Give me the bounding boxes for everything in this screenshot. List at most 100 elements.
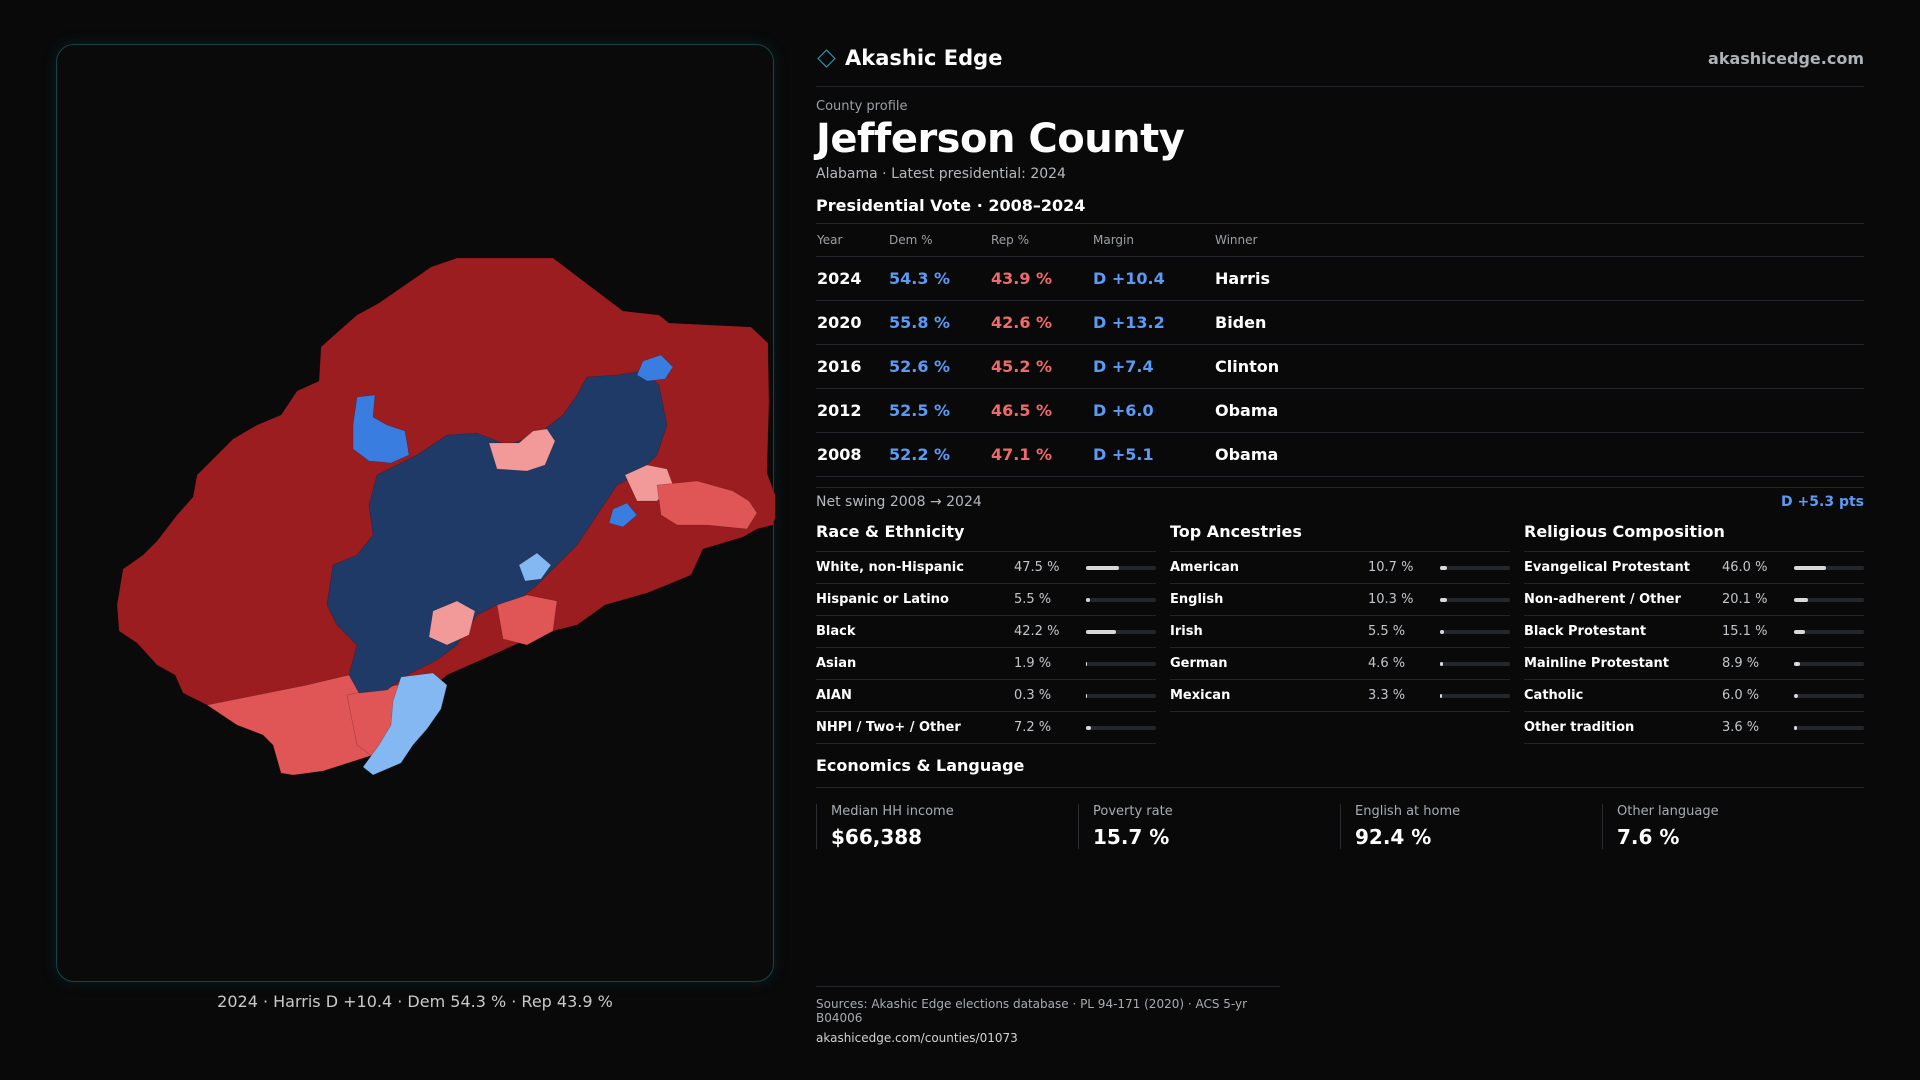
page-subtitle: Alabama · Latest presidential: 2024: [816, 166, 1066, 182]
row-dem: 54.3 %: [888, 256, 990, 301]
ancestry-bar-fill: [1440, 693, 1443, 698]
swing-value: D +5.3 pts: [1781, 494, 1864, 510]
table-row[interactable]: 2020 55.8 % 42.6 % D +13.2 Biden: [816, 300, 1864, 345]
religion-bar-fill: [1794, 597, 1809, 602]
economics-stats: Median HH income $66,388 Poverty rate 15…: [816, 804, 1864, 849]
list-item: White, non-Hispanic 47.5 %: [816, 552, 1156, 584]
row-margin: D +10.4: [1092, 256, 1214, 301]
brand[interactable]: Akashic Edge: [816, 46, 1002, 70]
race-label: Hispanic or Latino: [816, 592, 949, 607]
precinct-hoover-tilt-dem[interactable]: [362, 672, 448, 776]
religion-value: 15.1 %: [1722, 624, 1768, 639]
precinct-northwest-lean-dem[interactable]: [352, 394, 410, 464]
race-bar-fill: [1086, 565, 1120, 570]
row-rep: 42.6 %: [990, 300, 1092, 345]
table-row[interactable]: 2012 52.5 % 46.5 % D +6.0 Obama: [816, 388, 1864, 433]
precinct-northeast-lean-dem[interactable]: [636, 354, 674, 382]
row-margin: D +7.4: [1092, 344, 1214, 389]
list-item: Black Protestant 15.1 %: [1524, 616, 1864, 648]
race-label: Asian: [816, 656, 857, 671]
table-row[interactable]: 2024 54.3 % 43.9 % D +10.4 Harris: [816, 256, 1864, 301]
stat-median-income: Median HH income $66,388: [816, 804, 1078, 849]
religion-bar: [1794, 565, 1864, 570]
race-value: 7.2 %: [1014, 720, 1052, 735]
precinct-lean-rep-east[interactable]: [656, 480, 758, 530]
brand-row: Akashic Edge akashicedge.com: [816, 40, 1864, 87]
ancestry-bar: [1440, 565, 1510, 570]
religion-bar: [1794, 629, 1864, 634]
ancestry-value: 5.5 %: [1368, 624, 1406, 639]
precinct-metro-dem[interactable]: [326, 370, 668, 694]
ancestry-label: Irish: [1170, 624, 1203, 639]
ancestry-bar-fill: [1440, 565, 1448, 570]
stat-label: English at home: [1355, 804, 1461, 819]
ancestry-label: American: [1170, 560, 1240, 575]
col-winner: Winner: [1214, 224, 1864, 257]
table-row[interactable]: 2016 52.6 % 45.2 % D +7.4 Clinton: [816, 344, 1864, 389]
precinct-tilt-rep-north[interactable]: [488, 428, 556, 472]
precinct-tilt-dem-ne[interactable]: [608, 502, 638, 528]
precinct-tilt-dem-east[interactable]: [518, 552, 552, 582]
ancestry-value: 10.7 %: [1368, 560, 1414, 575]
ancestry-bar: [1440, 693, 1510, 698]
ancestry-value: 3.3 %: [1368, 688, 1406, 703]
swing-label: Net swing 2008 → 2024: [816, 494, 982, 510]
ancestry-value: 4.6 %: [1368, 656, 1406, 671]
religion-label: Evangelical Protestant: [1524, 560, 1690, 575]
religion-value: 3.6 %: [1722, 720, 1760, 735]
religion-bar: [1794, 693, 1864, 698]
ancestry-bar: [1440, 629, 1510, 634]
ancestry-heading: Top Ancestries: [1170, 522, 1510, 552]
religion-heading: Religious Composition: [1524, 522, 1864, 552]
ancestry-section: Top Ancestries American 10.7 % English 10.…: [1170, 522, 1510, 744]
race-heading: Race & Ethnicity: [816, 522, 1156, 552]
county-url-link[interactable]: akashicedge.com/counties/01073: [816, 1031, 1018, 1045]
county-precinct-map[interactable]: [57, 45, 775, 983]
race-label: AIAN: [816, 688, 852, 703]
brand-name: Akashic Edge: [845, 46, 1003, 70]
race-bar: [1086, 661, 1156, 666]
list-item: Black 42.2 %: [816, 616, 1156, 648]
page-title: Jefferson County: [816, 116, 1185, 162]
list-item: Evangelical Protestant 46.0 %: [1524, 552, 1864, 584]
religion-value: 8.9 %: [1722, 656, 1760, 671]
list-item: Catholic 6.0 %: [1524, 680, 1864, 712]
list-item: NHPI / Two+ / Other 7.2 %: [816, 712, 1156, 744]
net-swing: Net swing 2008 → 2024 D +5.3 pts: [816, 487, 1864, 510]
ancestry-label: English: [1170, 592, 1224, 607]
list-item: German 4.6 %: [1170, 648, 1510, 680]
row-winner: Biden: [1214, 300, 1864, 345]
col-dem: Dem %: [888, 224, 990, 257]
row-rep: 45.2 %: [990, 344, 1092, 389]
row-rep: 46.5 %: [990, 388, 1092, 433]
stat-poverty-rate: Poverty rate 15.7 %: [1078, 804, 1340, 849]
religion-label: Other tradition: [1524, 720, 1635, 735]
race-bar-fill: [1086, 693, 1088, 698]
race-label: Black: [816, 624, 856, 639]
race-value: 0.3 %: [1014, 688, 1052, 703]
religion-label: Black Protestant: [1524, 624, 1647, 639]
ancestry-bar: [1440, 597, 1510, 602]
list-item: Mexican 3.3 %: [1170, 680, 1510, 712]
precinct-tilt-rep-mid[interactable]: [428, 600, 476, 646]
profile-panel: Akashic Edge akashicedge.com County prof…: [816, 40, 1864, 849]
list-item: Mainline Protestant 8.9 %: [1524, 648, 1864, 680]
row-dem: 52.2 %: [888, 432, 990, 477]
ancestry-bar-fill: [1440, 597, 1448, 602]
sources-text: Sources: Akashic Edge elections database…: [816, 997, 1248, 1025]
race-value: 1.9 %: [1014, 656, 1052, 671]
ancestry-bar-fill: [1440, 661, 1444, 666]
vote-table: Year Dem % Rep % Margin Winner 2024 54.3…: [816, 224, 1864, 477]
race-section: Race & Ethnicity White, non-Hispanic 47.5…: [816, 522, 1156, 744]
site-link[interactable]: akashicedge.com: [1708, 48, 1864, 68]
row-winner: Obama: [1214, 388, 1864, 433]
religion-bar-fill: [1794, 725, 1797, 730]
precinct-lean-rep-mid[interactable]: [496, 594, 558, 646]
table-row[interactable]: 2008 52.2 % 47.1 % D +5.1 Obama: [816, 432, 1864, 477]
row-year: 2016: [816, 344, 888, 389]
row-margin: D +13.2: [1092, 300, 1214, 345]
stat-value: 15.7 %: [1093, 825, 1170, 849]
map-panel[interactable]: [56, 44, 775, 983]
stat-label: Other language: [1617, 804, 1719, 819]
row-winner: Harris: [1214, 256, 1864, 301]
